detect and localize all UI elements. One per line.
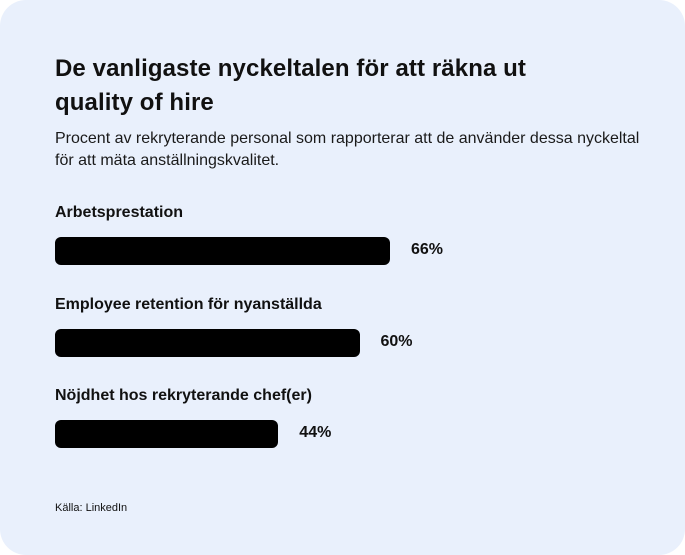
chart-title-line-2: quality of hire: [55, 89, 214, 116]
bar: [55, 329, 360, 357]
value-label: 60%: [380, 333, 413, 350]
chart-title-line-1: De vanligaste nyckeltalen för att räkna …: [55, 55, 527, 82]
value-label: 66%: [411, 241, 444, 258]
category-label: Arbetsprestation: [55, 204, 184, 221]
category-label: Employee retention för nyanställda: [55, 296, 322, 313]
bar: [55, 420, 279, 448]
chart-title: De vanligaste nyckeltalen för att räkna …: [55, 52, 635, 120]
source-note: Källa: LinkedIn: [55, 502, 128, 514]
category-label: Nöjdhet hos rekryterande chef(er): [55, 387, 312, 404]
value-label: 44%: [299, 424, 332, 441]
bar: [55, 237, 390, 265]
chart-subtitle: Procent av rekryterande personal som rap…: [55, 130, 640, 169]
